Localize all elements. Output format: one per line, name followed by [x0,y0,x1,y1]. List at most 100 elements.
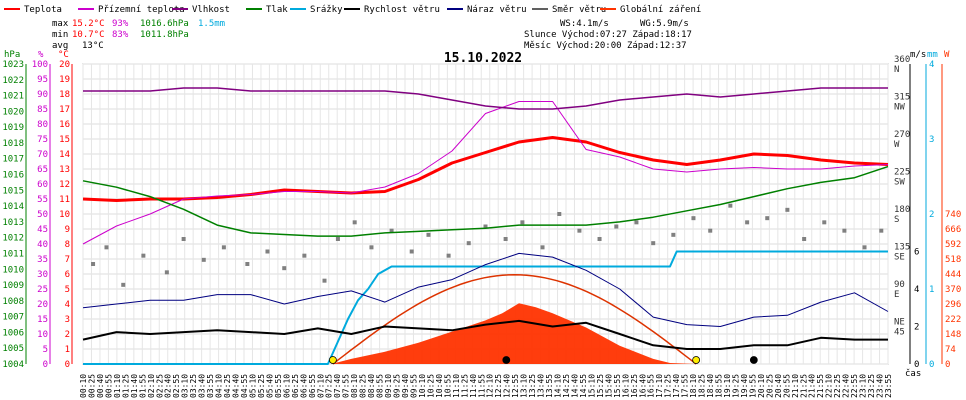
x-tick-label: 00:25 [87,374,96,398]
left-tick-label: 2 [65,330,70,340]
stat-wg: WG:5.9m/s [640,19,689,29]
x-tick-label: 04:10 [215,374,224,398]
x-tick-label: 12:25 [494,374,503,398]
stat-avg-label: avg [52,41,68,51]
w-tick-label: 666 [945,225,961,235]
x-tick-label: 09:25 [393,374,402,398]
dir-tick-label: W [894,140,900,150]
stat-max-label: max [52,19,69,29]
x-tick-label: 00:10 [79,374,88,398]
stat-min-temp: 10.7°C [72,30,105,40]
x-tick-label: 12:10 [486,374,495,398]
stat-max-temp: 15.2°C [72,19,105,29]
x-tick-label: 03:25 [189,374,198,398]
x-tick-label: 15:10 [587,374,596,398]
x-tick-label: 20:10 [757,374,766,398]
x-tick-label: 10:40 [435,374,444,398]
left-tick-label: 6 [65,270,70,280]
x-tick-label: 07:25 [325,374,334,398]
left-tick-label: 40 [37,240,48,250]
wind-direction-point [745,220,750,225]
x-tick-label: 07:10 [316,374,325,398]
x-tick-label: 06:55 [308,374,317,398]
left-tick-label: 7 [65,255,70,265]
legend-label: Srážky [310,5,343,15]
left-tick-label: 10 [59,210,70,220]
dir-tick-label: NW [894,103,905,113]
left-tick-label: 30 [37,270,48,280]
wind-direction-point [369,245,374,250]
wind-direction-point [597,237,602,241]
x-tick-label: 20:55 [782,374,791,398]
dir-tick-label: S [894,215,899,225]
legend-label: Rychlost větru [364,5,440,15]
wind-direction-point [540,245,545,250]
left-tick-label: 1011 [2,249,24,259]
ms-tick-label: 0 [914,360,919,370]
dir-tick-label: 45 [894,328,905,338]
w-tick-label: 518 [945,255,961,265]
x-tick-label: 16:55 [647,374,656,398]
x-tick-label: 15:25 [596,374,605,398]
left-tick-label: 100 [32,60,48,70]
dir-tick-label: 90 [894,280,905,290]
legend-label: Vlhkost [192,5,230,15]
mm-tick-label: 4 [929,60,934,70]
w-tick-label: 296 [945,300,961,310]
wind-direction-point [614,224,619,229]
x-tick-label: 00:40 [96,374,105,398]
x-tick-label: 19:25 [731,374,740,398]
x-tick-label: 05:40 [265,374,274,398]
left-tick-label: 1008 [2,297,24,307]
x-tick-label: 20:40 [774,374,783,398]
left-tick-label: 1007 [2,313,24,323]
plot-area [82,87,889,365]
pct-unit: % [38,50,44,60]
x-tick-label: 06:10 [282,374,291,398]
left-tick-label: 3 [65,315,70,325]
wind-direction-point [671,232,676,237]
x-tick-label: 04:55 [240,374,249,398]
wind-direction-point [466,241,471,246]
x-tick-label: 03:55 [206,374,215,398]
stat-max-press: 1016.6hPa [140,19,189,29]
mm-tick-label: 3 [929,135,934,145]
x-tick-label: 19:55 [748,374,757,398]
solar-max-curve [332,274,697,365]
x-tick-label: 17:55 [681,374,690,398]
wind-direction-point [557,212,562,216]
dir-tick-label: N [894,65,899,75]
stat-min-hum: 83% [112,30,129,40]
wind-direction-point [728,203,733,208]
x-tick-label: 22:40 [842,374,851,398]
left-tick-label: 1004 [2,360,24,370]
w-tick-label: 222 [945,315,961,325]
stats-block: max 15.2°C 93% 1016.6hPa 1.5mm min 10.7°… [52,19,692,51]
x-tick-label: 13:40 [537,374,546,398]
dir-tick-label: 180 [894,205,910,215]
left-tick-label: 1012 [2,234,24,244]
x-tick-label: 21:25 [799,374,808,398]
left-tick-label: 45 [37,225,48,235]
x-tick-label: 10:10 [418,374,427,398]
moonset-marker [502,356,511,364]
wind-direction-point [91,262,96,266]
x-tick-label: 11:25 [460,374,469,398]
wind-direction-point [282,266,287,271]
stat-ws: WS:4.1m/s [560,19,609,29]
x-tick-label: 08:55 [376,374,385,398]
left-tick-label: 15 [37,315,48,325]
left-tick-label: 12 [59,180,70,190]
stat-min-press: 1011.8hPa [140,30,189,40]
x-tick-label: 04:40 [232,374,241,398]
wind-direction-point [164,270,169,275]
wind-direction-point [201,257,206,262]
x-tick-label: 05:25 [257,374,266,398]
x-tick-label: 16:10 [621,374,630,398]
wind-direction-point [483,224,488,229]
sunset-marker [692,356,701,364]
x-tick-label: 05:10 [248,374,257,398]
x-tick-label: 09:40 [401,374,410,398]
left-tick-label: 25 [37,285,48,295]
x-tick-label: 14:40 [570,374,579,398]
